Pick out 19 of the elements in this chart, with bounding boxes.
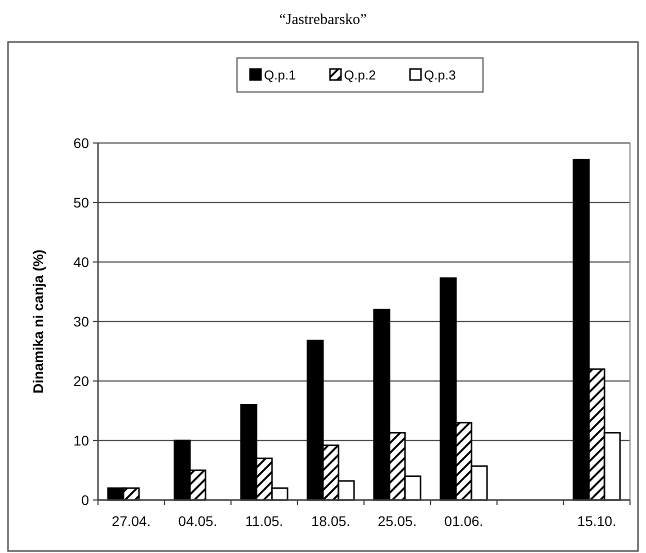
chart-title: “Jastrebarsko” — [279, 12, 367, 28]
x-tick-label: 15.10. — [577, 513, 616, 529]
y-tick-label: 10 — [73, 432, 90, 448]
y-axis-title: Dinamika ni canja (%) — [30, 250, 46, 394]
x-tick-label: 11.05. — [245, 513, 284, 529]
x-tick-label: 25.05. — [378, 513, 417, 529]
y-tick-label: 30 — [73, 313, 90, 330]
x-tick-label: 01.06. — [444, 513, 484, 529]
legend-label: Q.p.1 — [264, 68, 296, 83]
y-tick-label: 20 — [73, 372, 90, 389]
y-tick-label: 40 — [73, 254, 90, 270]
y-tick-label: 60 — [73, 134, 90, 151]
x-tick-label: 04.05. — [178, 513, 218, 529]
x-tick-label: 18.05. — [311, 513, 350, 529]
y-tick-label: 0 — [81, 492, 90, 508]
legend-label: Q.p.2 — [344, 68, 376, 83]
legend-label: Q.p.3 — [424, 68, 456, 83]
y-tick-label: 50 — [73, 194, 90, 210]
x-tick-label: 27.04. — [112, 513, 151, 529]
